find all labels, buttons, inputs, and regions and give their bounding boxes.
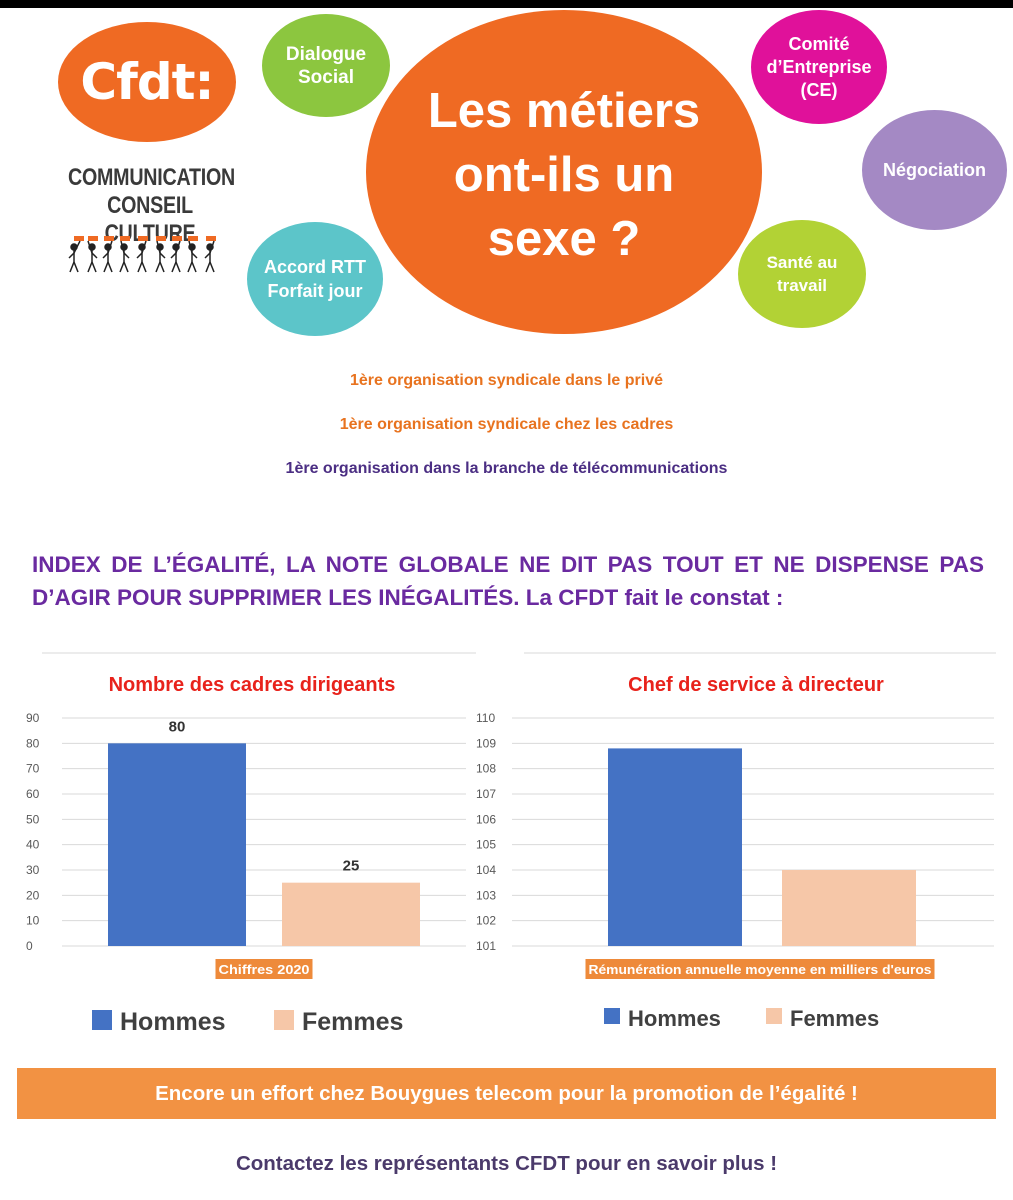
x-axis-label: Chiffres 2020 bbox=[219, 962, 310, 977]
contact-line: Contactez les représentants CFDT pour en… bbox=[235, 1152, 778, 1175]
main-title-bubble: Les métiers ont-ils un sexe ? bbox=[366, 10, 762, 334]
y-tick-label: 105 bbox=[476, 838, 496, 852]
legend-label-hommes: Hommes bbox=[120, 1008, 226, 1036]
bar-femmes bbox=[782, 870, 916, 946]
x-axis-label: Rémunération annuelle moyenne en millier… bbox=[589, 962, 932, 977]
headline: INDEX DE L’ÉGALITÉ, LA NOTE GLOBALE NE D… bbox=[32, 552, 984, 610]
people-banner-illustration bbox=[68, 236, 216, 273]
y-tick-label: 50 bbox=[26, 812, 40, 826]
y-tick-label: 0 bbox=[26, 939, 33, 953]
legend-label-hommes: Hommes bbox=[628, 1006, 721, 1031]
y-tick-label: 40 bbox=[26, 838, 40, 852]
y-tick-label: 103 bbox=[476, 888, 496, 902]
legend-swatch-femmes bbox=[766, 1008, 782, 1024]
y-tick-label: 104 bbox=[476, 863, 496, 877]
bubble-dialogue-social: Dialogue Social bbox=[262, 14, 390, 117]
y-tick-label: 109 bbox=[476, 736, 496, 750]
y-tick-label: 80 bbox=[26, 736, 40, 750]
x-axis-label-box bbox=[585, 959, 935, 979]
chart-remuneration: Chef de service à directeur 101 102 103 104 1… bbox=[476, 652, 996, 1031]
logo-subtitle-line2: CONSEIL CULTURE bbox=[104, 192, 196, 247]
chart-title: Chef de service à directeur bbox=[628, 674, 884, 696]
bar-hommes bbox=[108, 743, 246, 946]
tagline-cadres: 1ère organisation syndicale chez les cad… bbox=[339, 416, 674, 433]
bubble-comite-entreprise: Comité d’Entreprise (CE) bbox=[751, 10, 887, 124]
bubble-sante-travail: Santé au travail bbox=[738, 220, 866, 328]
y-tick-label: 108 bbox=[476, 762, 496, 776]
bar-hommes bbox=[608, 748, 742, 946]
chart-cadres-dirigeants: Nombre des cadres dirigeants 0 10 20 30 40 50 6… bbox=[26, 652, 476, 1036]
data-label: 25 bbox=[343, 858, 360, 875]
y-tick-label: 10 bbox=[26, 914, 40, 928]
data-label: 80 bbox=[169, 718, 186, 735]
tagline-prive: 1ère organisation syndicale dans le priv… bbox=[349, 372, 663, 389]
y-tick-label: 20 bbox=[26, 888, 40, 902]
x-axis-label-box bbox=[215, 959, 313, 979]
legend-swatch-hommes bbox=[92, 1010, 112, 1030]
y-tick-label: 107 bbox=[476, 787, 496, 801]
y-tick-label: 70 bbox=[26, 762, 40, 776]
y-tick-label: 101 bbox=[476, 939, 496, 953]
legend-swatch-hommes bbox=[604, 1008, 620, 1024]
chart-title: Nombre des cadres dirigeants bbox=[109, 674, 396, 696]
y-tick-label: 110 bbox=[476, 711, 495, 725]
logo-brand: Cfdt: bbox=[80, 53, 214, 111]
tagline-telecom: 1ère organisation dans la branche de tél… bbox=[285, 460, 728, 477]
effort-text: Encore un effort chez Bouygues telecom p… bbox=[155, 1081, 858, 1105]
cfdt-logo: Cfdt: bbox=[58, 22, 236, 142]
legend-swatch-femmes bbox=[274, 1010, 294, 1030]
y-tick-label: 90 bbox=[26, 711, 40, 725]
effort-banner: Encore un effort chez Bouygues telecom p… bbox=[17, 1068, 996, 1119]
legend-label-femmes: Femmes bbox=[302, 1008, 403, 1036]
y-tick-label: 106 bbox=[476, 812, 496, 826]
bubble-negociation: Négociation bbox=[862, 110, 1007, 230]
logo-subtitle-line1: COMMUNICATION bbox=[68, 164, 235, 191]
legend-label-femmes: Femmes bbox=[790, 1006, 879, 1031]
y-tick-label: 60 bbox=[26, 787, 40, 801]
y-tick-label: 102 bbox=[476, 914, 496, 928]
top-border bbox=[0, 0, 1013, 8]
bar-femmes bbox=[282, 882, 420, 946]
bubble-accord-rtt: Accord RTT Forfait jour bbox=[247, 222, 383, 336]
y-tick-label: 30 bbox=[26, 863, 40, 877]
